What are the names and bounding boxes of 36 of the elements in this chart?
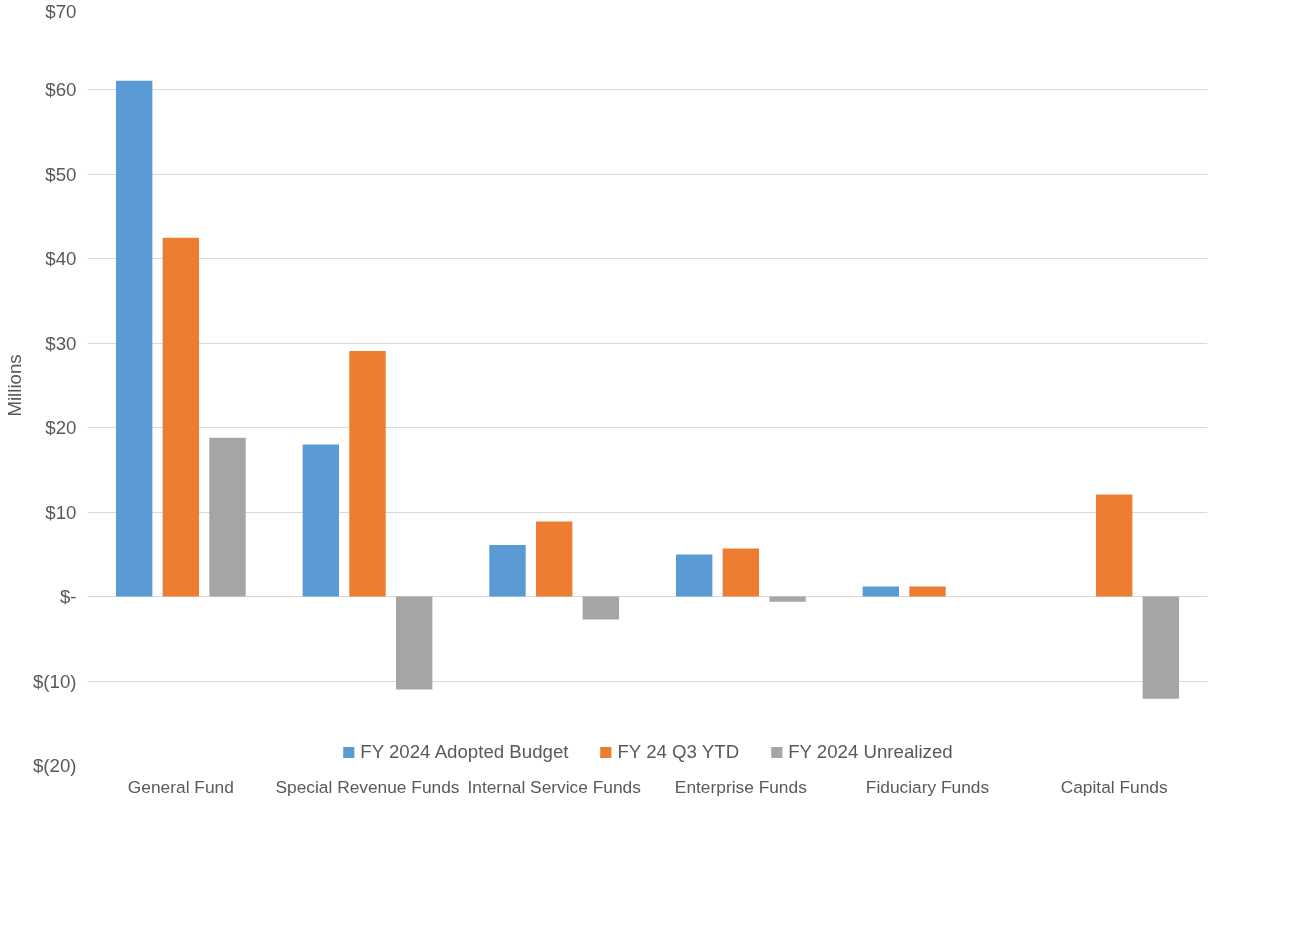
y-tick-label: $(10) <box>32 670 77 692</box>
bar <box>862 586 900 597</box>
x-tick-label: Capital Funds <box>1060 776 1168 797</box>
legend-label: FY 24 Q3 YTD <box>617 741 740 763</box>
bar <box>349 350 386 597</box>
y-tick-label: $20 <box>45 417 77 439</box>
x-tick-label: General Fund <box>127 776 234 797</box>
bar <box>162 237 200 597</box>
bar <box>722 548 760 597</box>
y-tick-label: $- <box>59 586 77 608</box>
x-tick-label: Internal Service Funds <box>467 776 642 797</box>
y-tick-label: $40 <box>45 248 77 270</box>
bar <box>675 554 713 597</box>
y-tick-label: $60 <box>45 79 77 101</box>
bar <box>582 596 620 620</box>
bar <box>302 444 340 597</box>
bar <box>535 521 573 597</box>
bar <box>769 596 806 602</box>
bar <box>395 596 433 690</box>
x-tick-label: Fiduciary Funds <box>865 776 990 797</box>
bar <box>1142 596 1180 699</box>
legend-label: FY 2024 Adopted Budget <box>360 741 569 763</box>
bar <box>909 586 946 597</box>
bar <box>209 437 246 597</box>
y-tick-label: $30 <box>45 332 77 354</box>
y-tick-label: $10 <box>45 501 77 523</box>
y-tick-label: $70 <box>45 0 77 22</box>
y-tick-label: $(20) <box>32 755 77 776</box>
bar <box>115 80 153 597</box>
y-axis-title: Millions <box>3 354 25 417</box>
bar <box>489 545 526 597</box>
legend-label: FY 2024 Unrealized <box>788 741 953 763</box>
x-tick-label: Enterprise Funds <box>674 776 808 797</box>
y-tick-label: $50 <box>45 163 77 185</box>
bar <box>1095 494 1133 597</box>
x-tick-label: Special Revenue Funds <box>275 776 460 797</box>
